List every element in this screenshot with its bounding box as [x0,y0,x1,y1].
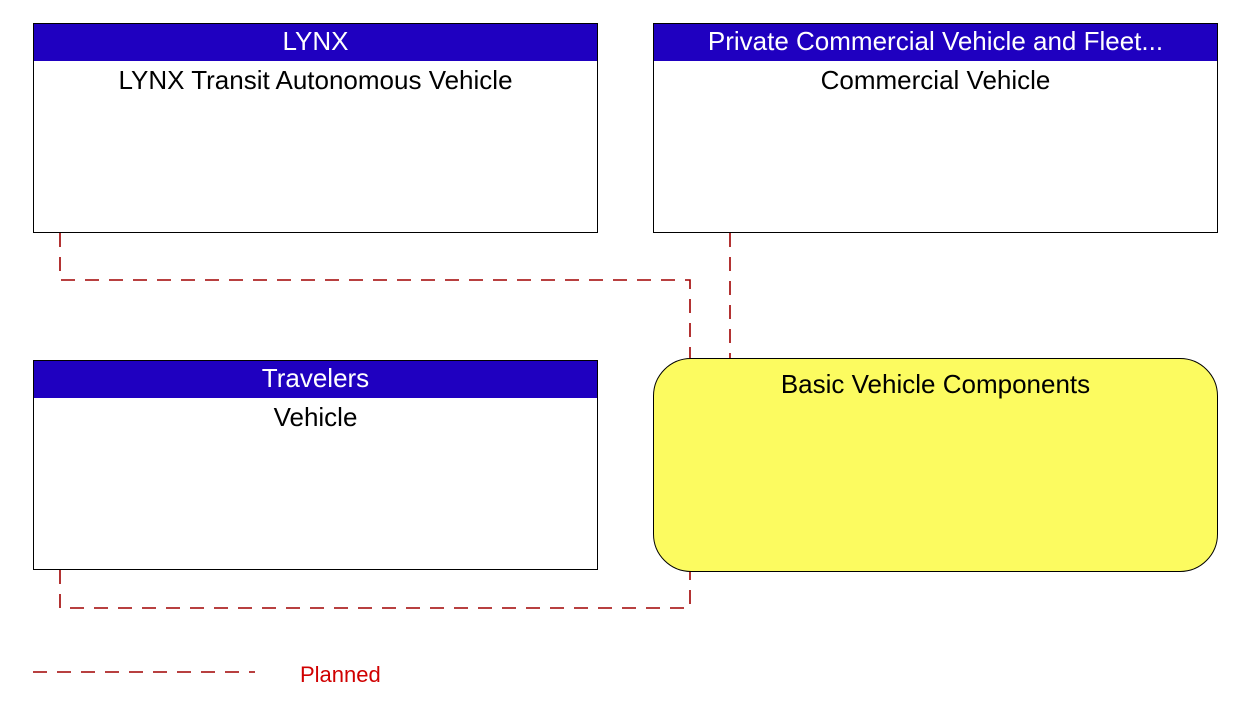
box-travelers-body: Vehicle [34,398,597,433]
box-lynx-header: LYNX [34,24,597,61]
edge-2 [60,570,690,608]
box-travelers-header: Travelers [34,361,597,398]
box-pcv-header: Private Commercial Vehicle and Fleet... [654,24,1217,61]
box-lynx: LYNX LYNX Transit Autonomous Vehicle [33,23,598,233]
box-travelers: Travelers Vehicle [33,360,598,570]
legend-planned-label: Planned [300,662,381,688]
box-private-commercial-vehicle: Private Commercial Vehicle and Fleet... … [653,23,1218,233]
box-pcv-body: Commercial Vehicle [654,61,1217,96]
box-basic-label: Basic Vehicle Components [781,369,1090,399]
edge-0 [60,233,690,358]
box-basic-vehicle-components: Basic Vehicle Components [653,358,1218,572]
box-lynx-body: LYNX Transit Autonomous Vehicle [34,61,597,96]
